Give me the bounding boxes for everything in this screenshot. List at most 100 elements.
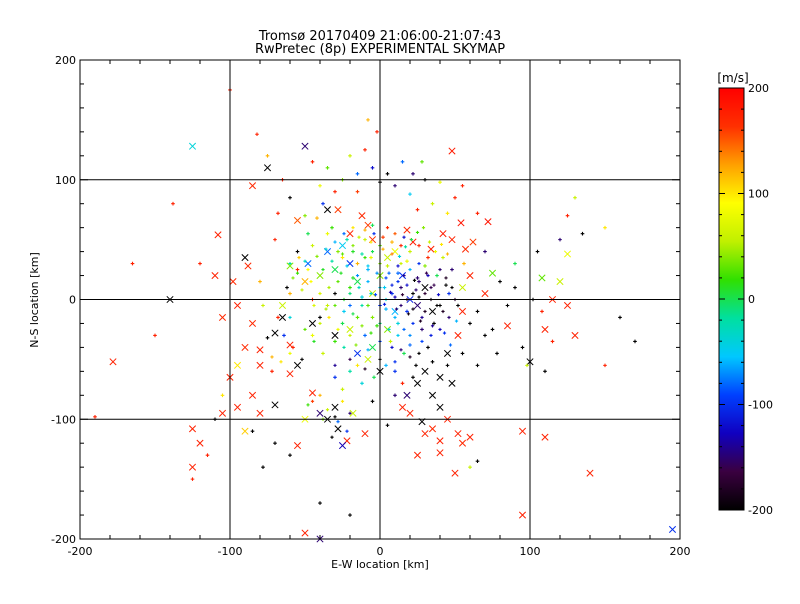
- data-point-0-19: [469, 238, 477, 246]
- data-point-1-81: [250, 429, 255, 434]
- data-point-0-69: [436, 449, 444, 457]
- data-point-0-89: [458, 307, 467, 316]
- data-point-2-85: [324, 247, 328, 251]
- data-point-0-92: [421, 367, 429, 375]
- data-point-2-137: [348, 411, 352, 415]
- colorbar-tick-label-4: -200: [748, 504, 773, 517]
- data-point-1-121: [415, 276, 420, 280]
- data-point-0-91: [443, 349, 452, 357]
- data-point-2-102: [390, 345, 394, 349]
- data-point-0-27: [218, 313, 227, 322]
- data-point-0-74: [586, 469, 594, 477]
- data-point-0-72: [518, 427, 527, 435]
- data-point-0-44: [241, 427, 249, 435]
- data-point-1-146: [384, 363, 388, 368]
- data-point-2-63: [393, 295, 397, 299]
- data-point-1-88: [385, 423, 390, 428]
- data-point-2-16: [414, 288, 418, 292]
- data-point-1-133: [366, 303, 370, 308]
- data-point-1-65: [468, 321, 472, 326]
- data-point-0-52: [316, 409, 324, 417]
- data-point-1-66: [475, 309, 480, 314]
- data-point-0-23: [211, 271, 219, 280]
- data-point-1-160: [375, 130, 379, 134]
- x-tick-label-3: 100: [520, 545, 541, 558]
- y-tick-label-0: -200: [51, 533, 76, 546]
- data-point-2-120: [397, 254, 402, 258]
- data-point-2-135: [279, 360, 283, 364]
- data-point-0-66: [454, 430, 462, 438]
- data-point-1-42: [318, 315, 322, 320]
- data-point-2-17: [423, 291, 427, 296]
- data-point-0-68: [466, 433, 474, 441]
- data-point-0-127: [286, 262, 294, 270]
- data-point-2-7: [303, 259, 307, 263]
- data-point-1-158: [417, 243, 421, 248]
- data-point-2-37: [357, 235, 361, 239]
- data-point-2-60: [348, 333, 352, 338]
- data-point-1-130: [417, 279, 421, 284]
- data-point-2-104: [408, 355, 412, 359]
- data-point-0-86: [458, 283, 467, 292]
- data-point-2-126: [433, 250, 438, 254]
- data-point-2-79: [333, 303, 337, 308]
- data-point-1-96: [543, 369, 547, 374]
- data-point-2-51: [438, 327, 442, 332]
- data-point-2-146: [318, 393, 322, 397]
- data-point-1-97: [603, 363, 607, 368]
- data-point-1-44: [333, 291, 337, 296]
- data-point-2-74: [375, 271, 379, 275]
- data-point-1-120: [405, 259, 409, 263]
- data-point-2-23: [402, 327, 406, 332]
- data-point-1-139: [310, 333, 315, 338]
- data-point-2-103: [399, 348, 403, 352]
- data-point-1-27: [171, 201, 175, 206]
- data-point-2-38: [369, 240, 373, 244]
- data-point-0-21: [214, 231, 222, 239]
- data-point-1-161: [366, 118, 370, 122]
- data-point-1-68: [490, 327, 495, 332]
- data-point-2-33: [318, 291, 322, 296]
- data-point-1-92: [430, 359, 435, 364]
- data-point-2-36: [291, 276, 295, 280]
- data-point-1-144: [360, 381, 364, 386]
- data-point-1-142: [282, 333, 286, 338]
- data-point-1-73: [525, 363, 529, 368]
- data-point-0-31: [256, 346, 264, 354]
- data-point-2-22: [411, 321, 415, 326]
- data-point-1-59: [432, 321, 436, 326]
- data-point-0-6: [334, 206, 342, 214]
- data-point-1-36: [265, 336, 270, 340]
- data-point-0-105: [364, 355, 372, 363]
- data-point-1-173: [475, 363, 480, 368]
- data-point-0-129: [278, 301, 287, 310]
- data-point-1-128: [405, 309, 409, 314]
- data-point-0-61: [421, 430, 429, 438]
- data-point-0-2: [448, 147, 456, 155]
- data-point-2-108: [388, 290, 393, 294]
- data-point-1-10: [333, 189, 337, 194]
- y-tick-label-1: -100: [51, 413, 76, 426]
- data-point-2-62: [327, 315, 331, 320]
- data-point-2-13: [387, 271, 391, 275]
- data-point-2-122: [409, 238, 414, 242]
- data-point-1-60: [438, 303, 442, 308]
- data-point-2-136: [270, 355, 274, 359]
- data-point-2-4: [330, 259, 334, 263]
- data-point-1-15: [385, 171, 390, 176]
- data-point-0-90: [454, 331, 462, 339]
- data-point-0-112: [338, 242, 347, 250]
- data-point-1-157: [408, 249, 412, 254]
- data-point-2-70: [402, 273, 406, 278]
- data-point-1-84: [288, 453, 292, 457]
- data-point-0-70: [413, 451, 422, 459]
- data-point-1-38: [285, 285, 289, 290]
- data-point-1-40: [306, 231, 310, 236]
- data-point-2-147: [306, 403, 310, 407]
- data-point-2-127: [439, 242, 444, 247]
- data-point-1-118: [385, 264, 390, 268]
- data-point-1-156: [399, 243, 403, 248]
- data-point-2-142: [336, 420, 340, 424]
- data-point-1-147: [393, 369, 397, 374]
